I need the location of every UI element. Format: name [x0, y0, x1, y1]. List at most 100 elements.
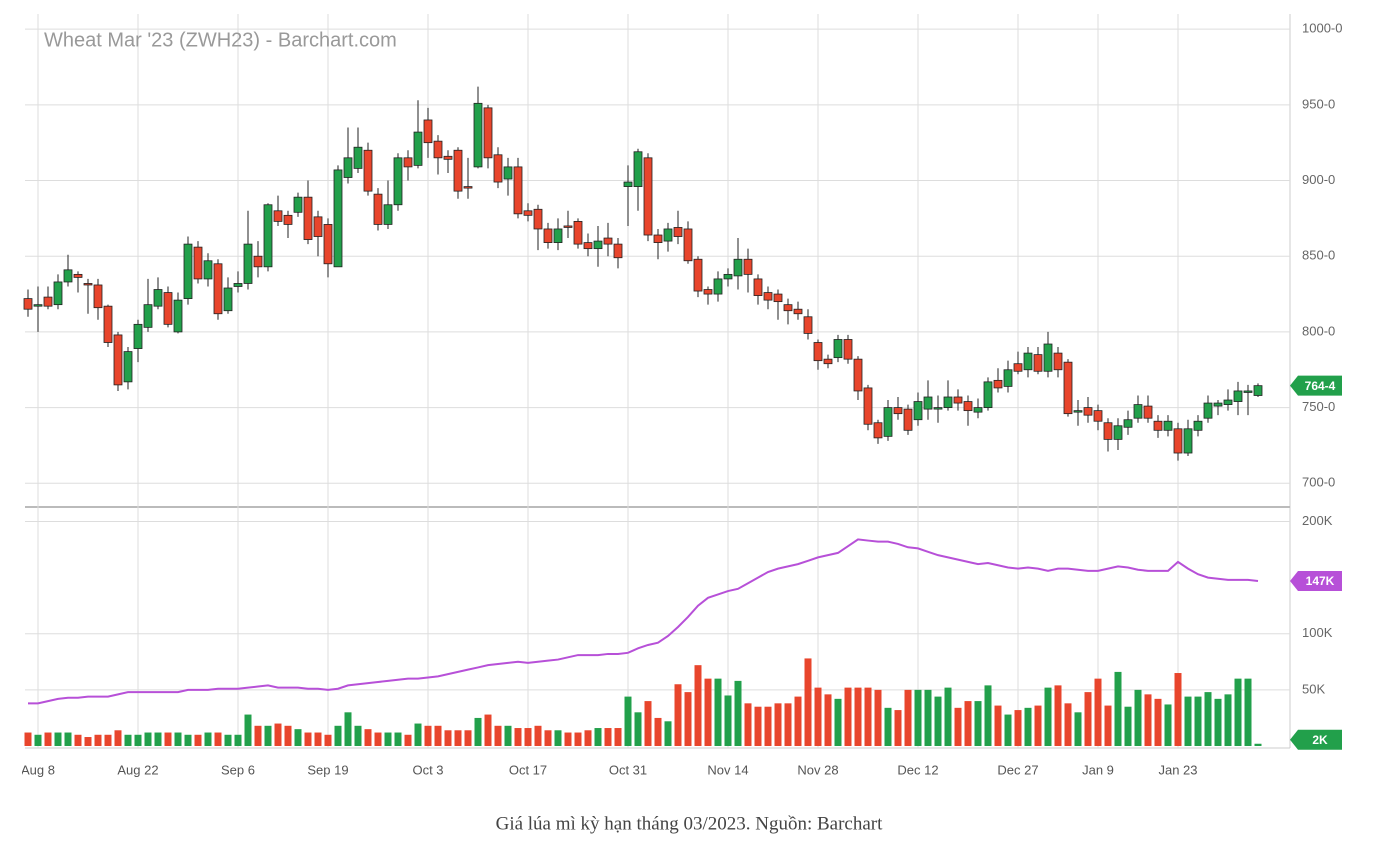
volume-bar	[154, 732, 162, 746]
candle-body	[583, 242, 593, 250]
candle-body	[483, 107, 493, 159]
volume-bar	[674, 684, 682, 746]
candle-body	[523, 210, 533, 216]
candle-body	[93, 284, 103, 309]
candle-body	[843, 339, 853, 360]
candle-body	[393, 157, 403, 206]
y-tick-label: 100K	[1302, 625, 1333, 640]
candle-body	[943, 396, 953, 409]
candle-body	[613, 243, 623, 259]
volume-bar	[664, 721, 672, 746]
volume-bar	[1154, 698, 1162, 746]
candle-body	[263, 204, 273, 268]
volume-bar	[644, 701, 652, 746]
candle-body	[303, 196, 313, 240]
candle-body	[193, 246, 203, 280]
candle-body	[653, 234, 663, 243]
candle-body	[203, 260, 213, 280]
volume-bar	[214, 732, 222, 746]
volume-bar	[1174, 673, 1182, 746]
candle-body	[563, 225, 573, 228]
volume-tag-shape	[1290, 729, 1342, 750]
candle-body	[153, 289, 163, 307]
candle-body	[813, 342, 823, 362]
x-tick-label: Dec 12	[897, 762, 938, 777]
candle-body	[1113, 425, 1123, 440]
candle-body	[533, 208, 543, 230]
candle-body	[793, 308, 803, 315]
candle-body	[433, 140, 443, 159]
volume-bar	[734, 680, 742, 746]
volume-bar	[714, 678, 722, 746]
volume-bar	[794, 696, 802, 746]
volume-bar	[634, 712, 642, 746]
candle-body	[83, 283, 93, 286]
candle-body	[73, 273, 83, 278]
candle-body	[973, 407, 983, 413]
volume-bar	[1134, 689, 1142, 746]
volume-bar	[114, 730, 122, 746]
candle-body	[1013, 363, 1023, 372]
x-tick-label: Oct 31	[609, 762, 647, 777]
volume-bar	[594, 728, 602, 746]
candle-body	[643, 157, 653, 236]
x-tick-label: Oct 3	[412, 762, 443, 777]
candle-body	[783, 304, 793, 312]
volume-bar	[1004, 714, 1012, 746]
volume-bar	[204, 732, 212, 746]
candle-body	[1133, 404, 1143, 419]
x-tick-label: Sep 6	[221, 762, 255, 777]
volume-bar	[474, 717, 482, 746]
x-tick-label: Aug 8	[21, 762, 55, 777]
y-tick-label: 50K	[1302, 681, 1325, 696]
candle-body	[1253, 385, 1263, 396]
candle-body	[1153, 420, 1163, 431]
volume-bar	[314, 732, 322, 746]
price-tag-shape	[1290, 375, 1342, 396]
candle-body	[603, 237, 613, 245]
oi-tag-label: 147K	[1306, 574, 1335, 588]
x-tick-label: Nov 28	[797, 762, 838, 777]
volume-bar	[724, 695, 732, 746]
volume-bar	[564, 732, 572, 746]
volume-bar	[304, 732, 312, 746]
volume-bar	[784, 703, 792, 746]
candle-body	[893, 407, 903, 415]
candle-body	[1053, 352, 1063, 371]
candle-body	[663, 228, 673, 242]
candle-body	[413, 131, 423, 166]
candle-body	[673, 227, 683, 237]
volume-bar	[24, 732, 32, 746]
volume-bar	[974, 701, 982, 746]
candle-body	[513, 166, 523, 215]
candle-body	[863, 387, 873, 425]
candle-body	[313, 216, 323, 237]
candle-body	[633, 151, 643, 187]
volume-bar	[914, 689, 922, 746]
volume-bar	[504, 725, 512, 746]
volume-bar	[1044, 687, 1052, 746]
volume-bar	[264, 725, 272, 746]
volume-bar	[184, 734, 192, 746]
volume-bar	[754, 706, 762, 746]
volume-bar	[1054, 685, 1062, 746]
y-tick-label: 800-0	[1302, 323, 1335, 338]
candle-body	[833, 339, 843, 359]
candle-body	[913, 401, 923, 421]
candle-body	[623, 181, 633, 187]
candle-body	[773, 293, 783, 303]
volume-bar	[1144, 694, 1152, 746]
caption: Giá lúa mì kỳ hạn tháng 03/2023. Nguồn: …	[496, 813, 884, 834]
candle-body	[1003, 369, 1013, 387]
chart-title: Wheat Mar '23 (ZWH23) - Barchart.com	[44, 29, 397, 51]
volume-bar	[1204, 692, 1212, 746]
volume-bar	[804, 658, 812, 746]
volume-bar	[374, 732, 382, 746]
candle-body	[1023, 352, 1033, 371]
candle-body	[553, 228, 563, 243]
volume-bar	[954, 707, 962, 746]
candle-body	[1183, 428, 1193, 454]
volume-bar	[1064, 703, 1072, 746]
